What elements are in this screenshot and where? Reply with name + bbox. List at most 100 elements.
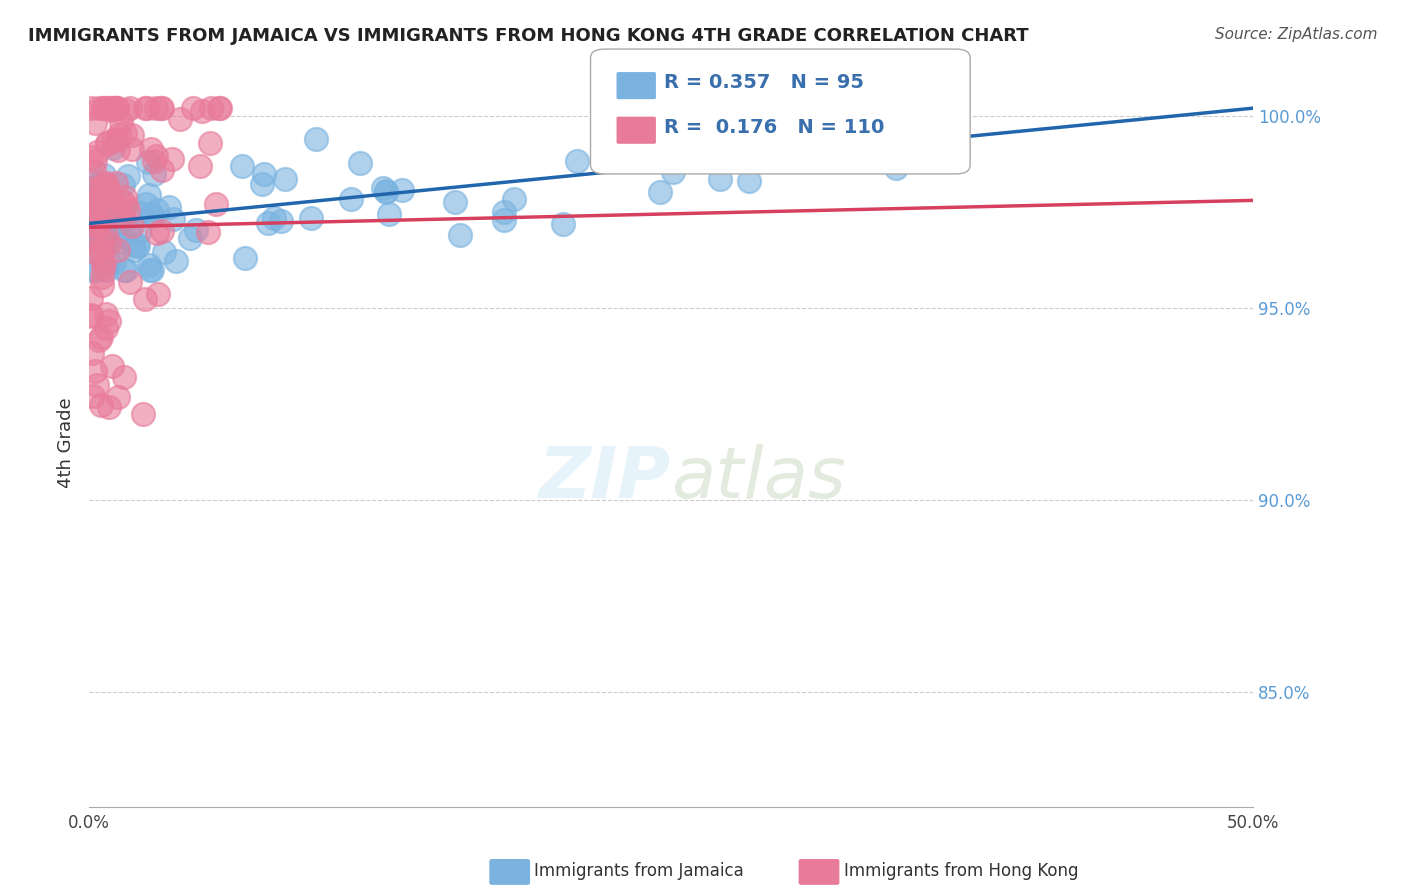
Point: [94, 228, 117, 243]
Point: [84, 116, 107, 130]
Point: [94, 320, 117, 334]
Point: [150, 101, 173, 115]
Point: [235, 251, 257, 265]
Point: [82, 174, 104, 188]
Point: [90, 270, 112, 285]
Text: IMMIGRANTS FROM JAMAICA VS IMMIGRANTS FROM HONG KONG 4TH GRADE CORRELATION CHART: IMMIGRANTS FROM JAMAICA VS IMMIGRANTS FR…: [28, 27, 1029, 45]
Point: [628, 136, 651, 150]
Point: [148, 287, 170, 301]
Point: [80, 309, 103, 323]
Point: [83, 194, 105, 208]
Point: [105, 133, 128, 147]
Text: R =  0.176   N = 110: R = 0.176 N = 110: [664, 118, 884, 137]
Point: [82, 389, 104, 403]
Point: [103, 101, 125, 115]
Point: [378, 207, 401, 221]
Point: [121, 142, 143, 156]
Point: [141, 208, 163, 222]
Point: [205, 197, 228, 211]
Point: [82, 182, 104, 196]
Point: [105, 214, 128, 228]
Point: [100, 359, 122, 373]
Point: [104, 101, 127, 115]
Point: [83, 215, 105, 229]
Point: [80, 150, 103, 164]
Point: [89, 101, 111, 115]
Point: [184, 223, 207, 237]
Point: [138, 258, 160, 272]
Point: [83, 163, 105, 178]
Point: [741, 119, 763, 133]
Point: [136, 101, 159, 115]
Point: [93, 169, 115, 183]
Point: [91, 261, 114, 276]
Point: [97, 314, 120, 328]
Point: [494, 213, 516, 227]
Point: [105, 101, 128, 115]
Point: [108, 128, 131, 142]
Point: [97, 101, 120, 115]
Point: [105, 103, 128, 117]
Point: [107, 391, 129, 405]
Text: atlas: atlas: [671, 444, 845, 514]
Text: Immigrants from Hong Kong: Immigrants from Hong Kong: [844, 863, 1078, 880]
Point: [149, 101, 172, 115]
Point: [153, 245, 176, 260]
Point: [93, 195, 115, 210]
Point: [121, 219, 143, 234]
Point: [90, 398, 112, 412]
Point: [162, 153, 184, 167]
Point: [375, 185, 398, 199]
Point: [127, 239, 149, 253]
Point: [86, 247, 108, 261]
Text: Immigrants from Jamaica: Immigrants from Jamaica: [534, 863, 744, 880]
Point: [83, 202, 105, 216]
Point: [162, 212, 184, 227]
Point: [94, 177, 117, 191]
Point: [146, 226, 169, 240]
Point: [135, 197, 157, 211]
Point: [80, 262, 103, 277]
Point: [110, 115, 132, 129]
Point: [349, 156, 371, 170]
Point: [101, 101, 124, 115]
Point: [114, 369, 136, 384]
Point: [339, 192, 361, 206]
Point: [94, 262, 117, 277]
Point: [709, 171, 731, 186]
Point: [80, 233, 103, 247]
Point: [565, 154, 588, 169]
Point: [134, 101, 156, 115]
Point: [98, 232, 121, 246]
Point: [118, 223, 141, 237]
Point: [112, 178, 135, 192]
Point: [86, 178, 108, 192]
Point: [165, 253, 187, 268]
Point: [90, 222, 112, 236]
Point: [134, 293, 156, 307]
Point: [82, 222, 104, 236]
Point: [84, 209, 107, 223]
Point: [90, 232, 112, 246]
Point: [200, 101, 222, 115]
Point: [98, 236, 121, 251]
Point: [197, 225, 219, 239]
Point: [96, 137, 118, 152]
Point: [90, 235, 112, 250]
Point: [91, 101, 114, 115]
Point: [371, 180, 394, 194]
Point: [146, 203, 169, 218]
Point: [553, 218, 575, 232]
Point: [101, 133, 124, 147]
Point: [120, 275, 142, 289]
Point: [274, 171, 297, 186]
Point: [91, 222, 114, 236]
Point: [117, 203, 139, 218]
Point: [80, 224, 103, 238]
Y-axis label: 4th Grade: 4th Grade: [58, 397, 75, 488]
Point: [250, 177, 273, 191]
Point: [84, 262, 107, 277]
Point: [107, 143, 129, 157]
Point: [114, 262, 136, 277]
Point: [93, 101, 115, 115]
